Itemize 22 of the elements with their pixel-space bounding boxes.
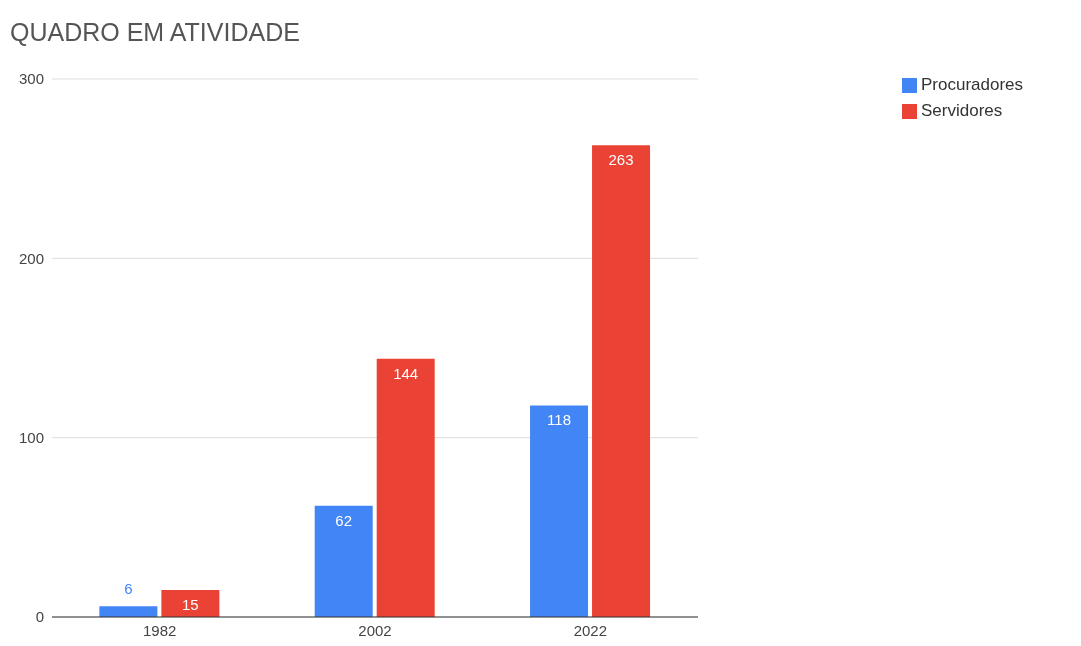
legend-label: Servidores <box>921 101 1003 120</box>
x-tick-label: 2022 <box>573 621 608 639</box>
data-label: 263 <box>608 151 634 169</box>
data-label: 6 <box>124 580 133 598</box>
data-label: 15 <box>182 596 199 614</box>
bar <box>376 358 435 617</box>
data-label: 62 <box>335 511 353 529</box>
chart-title: QUADRO EM ATIVIDADE <box>10 18 300 47</box>
bar <box>314 505 373 617</box>
bar <box>161 590 220 617</box>
x-tick-label: 2002 <box>358 621 392 639</box>
x-tick-label: 1982 <box>142 621 177 639</box>
data-label: 144 <box>393 364 419 382</box>
y-tick-label: 200 <box>18 249 44 267</box>
bar <box>99 606 158 617</box>
y-tick-label: 300 <box>18 70 44 88</box>
legend-label: Procuradores <box>921 75 1024 94</box>
bar <box>592 145 651 617</box>
y-tick-label: 100 <box>18 428 44 446</box>
y-tick-label: 0 <box>35 608 44 626</box>
data-label: 118 <box>547 411 571 429</box>
bar <box>530 405 589 617</box>
